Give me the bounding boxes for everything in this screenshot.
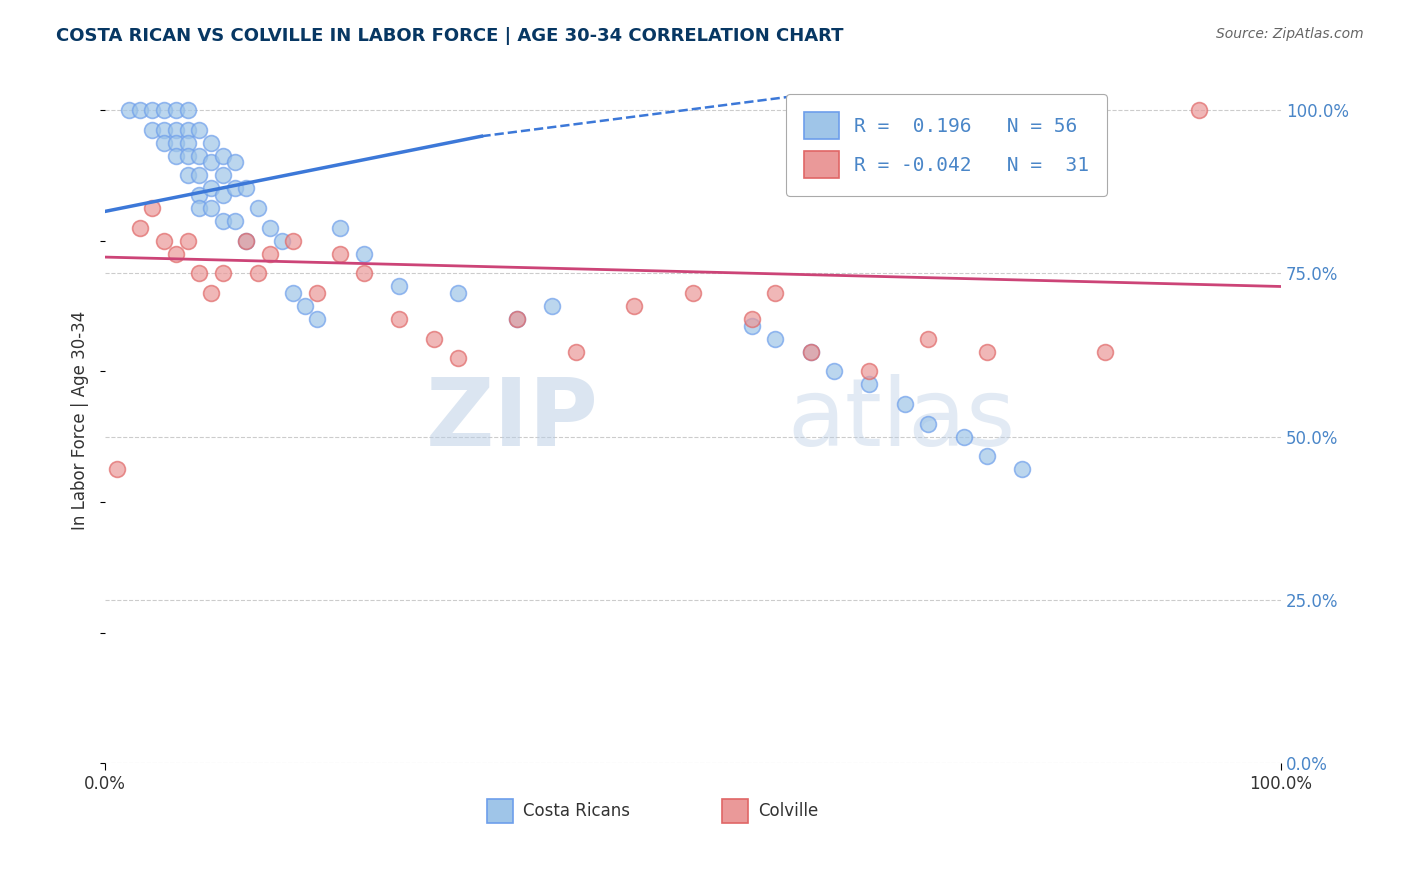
- Point: [623, 299, 645, 313]
- Point: [200, 155, 222, 169]
- Point: [259, 220, 281, 235]
- Text: Source: ZipAtlas.com: Source: ZipAtlas.com: [1216, 27, 1364, 41]
- Point: [1188, 103, 1211, 117]
- Point: [952, 430, 974, 444]
- Point: [211, 188, 233, 202]
- Point: [211, 169, 233, 183]
- Point: [211, 267, 233, 281]
- Point: [1094, 344, 1116, 359]
- Point: [305, 285, 328, 300]
- Point: [176, 136, 198, 150]
- Point: [165, 103, 187, 117]
- Text: Costa Ricans: Costa Ricans: [523, 803, 630, 821]
- Point: [188, 188, 211, 202]
- Text: Colville: Colville: [758, 803, 818, 821]
- Point: [283, 285, 305, 300]
- FancyBboxPatch shape: [488, 799, 513, 823]
- Point: [200, 181, 222, 195]
- Point: [165, 247, 187, 261]
- Point: [188, 169, 211, 183]
- Point: [976, 344, 998, 359]
- Point: [858, 364, 880, 378]
- Point: [858, 377, 880, 392]
- Point: [329, 220, 352, 235]
- Point: [235, 181, 257, 195]
- Text: ZIP: ZIP: [426, 375, 599, 467]
- Point: [176, 103, 198, 117]
- Point: [141, 122, 163, 136]
- Point: [188, 149, 211, 163]
- Point: [423, 332, 446, 346]
- Point: [294, 299, 316, 313]
- Point: [188, 201, 211, 215]
- Point: [141, 103, 163, 117]
- Text: COSTA RICAN VS COLVILLE IN LABOR FORCE | AGE 30-34 CORRELATION CHART: COSTA RICAN VS COLVILLE IN LABOR FORCE |…: [56, 27, 844, 45]
- Point: [129, 220, 152, 235]
- Point: [224, 155, 246, 169]
- Point: [800, 344, 823, 359]
- Point: [353, 267, 375, 281]
- Point: [270, 234, 292, 248]
- FancyBboxPatch shape: [723, 799, 748, 823]
- Point: [564, 344, 586, 359]
- Point: [129, 103, 152, 117]
- Point: [153, 136, 176, 150]
- Point: [235, 234, 257, 248]
- Point: [283, 234, 305, 248]
- Point: [105, 462, 128, 476]
- Point: [763, 285, 786, 300]
- Point: [141, 201, 163, 215]
- Point: [893, 397, 915, 411]
- Point: [741, 312, 763, 326]
- Point: [247, 201, 270, 215]
- Point: [305, 312, 328, 326]
- Point: [388, 312, 411, 326]
- Point: [211, 149, 233, 163]
- Point: [506, 312, 529, 326]
- Point: [917, 332, 939, 346]
- Point: [153, 234, 176, 248]
- Point: [176, 234, 198, 248]
- Point: [165, 122, 187, 136]
- Point: [800, 344, 823, 359]
- Point: [200, 136, 222, 150]
- Point: [211, 214, 233, 228]
- Legend: R =  0.196   N = 56, R = -0.042   N =  31: R = 0.196 N = 56, R = -0.042 N = 31: [786, 94, 1107, 195]
- Point: [541, 299, 564, 313]
- Text: atlas: atlas: [787, 375, 1015, 467]
- Point: [165, 149, 187, 163]
- Point: [176, 149, 198, 163]
- Point: [176, 169, 198, 183]
- Point: [388, 279, 411, 293]
- Point: [188, 122, 211, 136]
- Point: [235, 234, 257, 248]
- Point: [247, 267, 270, 281]
- Point: [917, 417, 939, 431]
- Point: [447, 285, 470, 300]
- Y-axis label: In Labor Force | Age 30-34: In Labor Force | Age 30-34: [72, 310, 89, 530]
- Point: [329, 247, 352, 261]
- Point: [447, 351, 470, 366]
- Point: [153, 122, 176, 136]
- Point: [153, 103, 176, 117]
- Point: [165, 136, 187, 150]
- Point: [118, 103, 141, 117]
- Point: [200, 285, 222, 300]
- Point: [823, 364, 845, 378]
- Point: [176, 122, 198, 136]
- Point: [506, 312, 529, 326]
- Point: [224, 181, 246, 195]
- Point: [188, 267, 211, 281]
- Point: [682, 285, 704, 300]
- Point: [741, 318, 763, 333]
- Point: [1011, 462, 1033, 476]
- Point: [259, 247, 281, 261]
- Point: [353, 247, 375, 261]
- Point: [200, 201, 222, 215]
- Point: [224, 214, 246, 228]
- Point: [763, 332, 786, 346]
- Point: [976, 450, 998, 464]
